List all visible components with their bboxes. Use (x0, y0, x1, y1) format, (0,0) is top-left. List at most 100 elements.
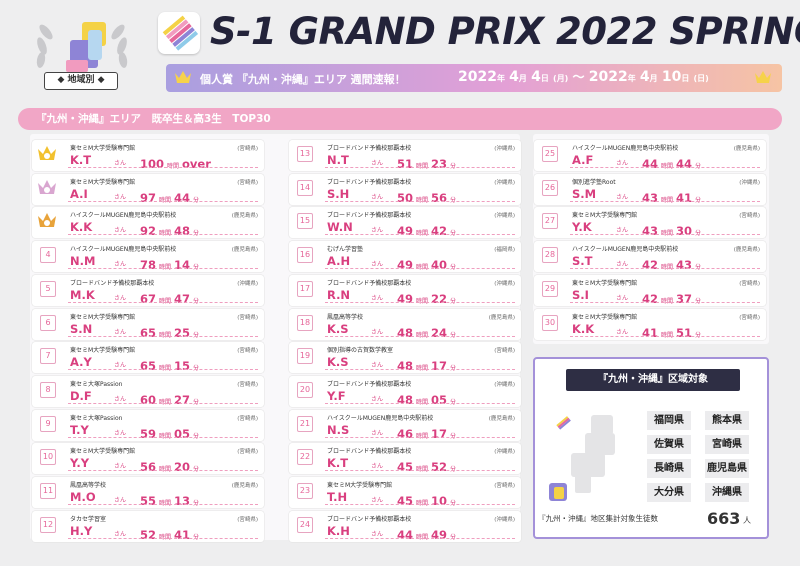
prefecture: (宮崎県) (237, 381, 258, 388)
minutes-unit: 分 (193, 230, 200, 238)
school-name: タカセ学習室 (70, 515, 107, 523)
minutes-value: 48 (174, 224, 191, 239)
minutes-unit: 分 (193, 398, 200, 406)
minutes-value: 56 (431, 190, 448, 205)
divider (325, 301, 515, 303)
hours-unit: 時間 (159, 466, 172, 474)
hours-value: 52 (140, 527, 157, 542)
minutes-unit: 分 (450, 365, 457, 373)
minutes-unit: 分 (695, 163, 702, 170)
ranking-card: 26 個別進学塾Root (沖縄県) S.M さん 43 時間 41 分 (534, 173, 766, 205)
divider (68, 402, 258, 404)
prefecture-label: 鹿児島県 (705, 459, 749, 478)
study-time: 49 時間 40 分 (397, 254, 459, 273)
prefecture: (宮崎県) (237, 146, 258, 152)
prefecture: (宮崎県) (739, 314, 760, 321)
prefecture-label: 沖縄県 (705, 483, 749, 502)
hours-value: 49 (397, 291, 414, 306)
school-name: ハイスクールMUGEN鹿児島中央駅前校 (70, 212, 177, 220)
student-initials: A.F (572, 153, 594, 167)
prefecture: (鹿児島県) (488, 415, 515, 422)
divider (570, 301, 760, 303)
divider (68, 301, 258, 303)
prefecture: (鹿児島県) (488, 314, 515, 321)
rank-number: 20 (297, 381, 313, 398)
hours-value: 49 (397, 258, 414, 273)
hours-value: 46 (397, 426, 414, 441)
study-time: 48 時間 24 分 (397, 322, 459, 341)
student-initials: K.T (70, 153, 92, 167)
study-time: 49 時間 42 分 (397, 220, 459, 239)
honorific: さん (371, 497, 384, 504)
prefecture: (宮崎県) (237, 415, 258, 422)
ranking-card: 22 ブロードバンド予備校那覇本校 (沖縄県) K.T さん 45 時間 52 分 (289, 443, 521, 475)
student-initials: K.K (572, 321, 595, 336)
student-initials: K.H (327, 523, 350, 538)
study-time: 59 時間 05 分 (140, 423, 202, 442)
study-time: 48 時間 05 分 (397, 389, 459, 408)
hours-unit: 時間 (416, 398, 429, 406)
honorific: さん (114, 463, 127, 471)
study-time: 52 時間 41 分 (140, 524, 202, 543)
divider (68, 537, 258, 539)
rank-number: 23 (297, 483, 313, 499)
minutes-unit: 分 (193, 196, 200, 204)
ranking-card: 6 東セミM大学受験専門館 (宮崎県) S.N さん 65 時間 25 分 (32, 308, 264, 340)
hours-unit: 時間 (661, 196, 674, 204)
honorific: さん (114, 261, 127, 269)
school-name: 東セミM大学受験専門館 (70, 347, 136, 355)
hours-unit: 時間 (159, 230, 172, 238)
rank-number: 10 (40, 449, 56, 466)
prefecture-label: 佐賀県 (647, 435, 691, 454)
honorific: さん (371, 227, 384, 235)
hours-unit: 時間 (416, 264, 429, 272)
prefecture: (沖縄県) (494, 146, 515, 152)
date-range: 2022年 4月 4日 (月) 〜 2022年 4月 10日 (日) (458, 68, 709, 85)
hours-value: 43 (642, 224, 659, 239)
school-name: ブロードバンド予備校那覇本校 (327, 515, 412, 523)
rank-number: 11 (40, 483, 56, 499)
study-time: 43 時間 30 分 (642, 220, 704, 239)
rank-number: 8 (40, 381, 56, 398)
honorific: さん (114, 395, 127, 403)
rank-number: 18 (297, 314, 313, 331)
hours-unit: 時間 (416, 432, 429, 440)
hours-value: 59 (140, 426, 157, 441)
prefecture-label: 宮崎県 (705, 435, 749, 454)
divider (68, 369, 258, 371)
school-name: ハイスクールMUGEN鹿児島中央駅前校 (327, 414, 434, 422)
study-time: 55 時間 13 分 (140, 490, 202, 509)
hours-unit: 時間 (159, 196, 172, 204)
date-to-year: 2022 (588, 69, 628, 85)
ranking-card: 東セミM大学受験専門館 (宮崎県) K.T さん 100 時間 over (32, 140, 264, 171)
student-initials: N.S (327, 422, 350, 437)
crown-icon (755, 71, 771, 83)
student-initials: S.M (572, 186, 597, 201)
divider (68, 470, 258, 472)
minutes-unit: 分 (450, 196, 457, 204)
minutes-unit: 分 (450, 500, 457, 507)
label-year: 年 (627, 74, 636, 83)
hours-unit: 時間 (416, 297, 429, 305)
hours-unit: 時間 (416, 230, 429, 238)
prefecture: (鹿児島県) (733, 247, 760, 254)
prefecture: (宮崎県) (237, 516, 258, 523)
divider (68, 504, 258, 505)
divider (68, 436, 258, 438)
student-initials: Y.Y (70, 456, 90, 471)
ranking-card: 5 ブロードバンド予備校那覇本校 (沖縄県) M.K さん 67 時間 47 分 (32, 274, 264, 306)
rank-number: 4 (40, 247, 56, 264)
date-from-month: 4 (509, 69, 519, 85)
prefecture: (宮崎県) (237, 314, 258, 321)
school-name: 東セミM大学受験専門館 (70, 178, 136, 186)
honorific: さん (114, 497, 127, 504)
school-name: ハイスクールMUGEN鹿児島中央駅前校 (572, 145, 679, 152)
study-time: 45 時間 10 分 (397, 490, 459, 509)
rank-number: 24 (297, 516, 313, 533)
date-to-day: 10 (661, 69, 682, 85)
subtitle-bar: 個人賞 『九州・沖縄』エリア 週間速報！ 2022年 4月 4日 (月) 〜 2… (166, 64, 782, 92)
ranking-card: 15 ブロードバンド予備校那覇本校 (沖縄県) W.N さん 49 時間 42 分 (289, 207, 521, 239)
hours-unit: 時間 (159, 432, 172, 440)
school-name: ハイスクールMUGEN鹿児島中央駅前校 (572, 246, 679, 254)
ranking-card: 東セミM大学受験専門館 (宮崎県) A.I さん 97 時間 44 分 (32, 173, 264, 205)
